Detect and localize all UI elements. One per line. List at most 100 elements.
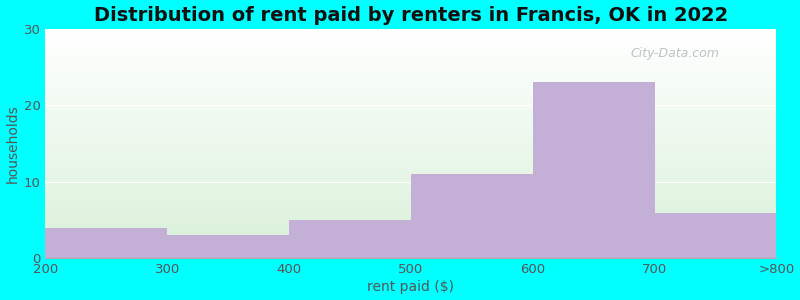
Bar [46,188,776,190]
Bar [46,225,776,226]
Bar [46,136,776,137]
Bar [46,194,776,195]
Bar [46,173,776,175]
Bar [46,51,776,52]
Bar [46,227,776,229]
Bar [46,148,776,149]
Bar [46,71,776,73]
Bar [46,56,776,58]
Bar [46,137,776,138]
Bar [46,205,776,206]
Bar [46,97,776,98]
Bar [46,29,776,30]
Bar [46,206,776,207]
Bar [46,156,776,158]
Bar [46,114,776,115]
Bar [46,198,776,199]
Bar [46,131,776,132]
Bar [46,192,776,193]
Bar [46,201,776,202]
Bar [46,167,776,168]
Bar [46,256,776,257]
Bar [46,166,776,167]
Bar [46,222,776,223]
Bar [46,121,776,122]
Bar [46,230,776,231]
Bar [46,145,776,146]
Bar [46,130,776,131]
Bar [46,161,776,162]
Bar [46,184,776,185]
Bar [46,182,776,183]
Bar [46,254,776,255]
Bar [46,212,776,214]
Bar [46,146,776,147]
Bar [46,199,776,200]
Bar [46,180,776,181]
Bar [46,116,776,117]
Bar [46,82,776,83]
Bar [46,78,776,80]
Bar [46,59,776,60]
Bar [46,88,776,90]
Bar [46,107,776,108]
Bar [46,30,776,31]
Bar [46,123,776,124]
Bar [46,233,776,234]
Bar [46,117,776,119]
Bar [46,93,776,94]
Bar [46,216,776,217]
Bar [46,41,776,43]
Bar [46,60,776,61]
Bar [46,191,776,192]
Bar [46,193,776,194]
Bar [46,183,776,184]
Bar [46,92,776,93]
Bar [46,109,776,110]
Bar [46,255,776,256]
Bar [46,45,776,46]
Bar [46,177,776,178]
Bar [46,232,776,233]
Bar [46,224,776,225]
Bar [46,246,776,247]
X-axis label: rent paid ($): rent paid ($) [367,280,454,294]
Bar [46,142,776,144]
Bar [46,238,776,239]
Bar [46,106,776,107]
Bar [46,62,776,63]
Bar [46,155,776,156]
Bar [46,207,776,208]
Bar [46,153,776,154]
Bar [46,118,776,120]
Bar [46,154,776,155]
Y-axis label: households: households [6,104,19,183]
Bar [46,223,776,224]
Bar [46,83,776,84]
Bar [46,147,776,148]
Bar [46,44,776,45]
Bar [46,124,776,125]
Bar [46,163,776,164]
Bar [46,39,776,41]
Bar [46,129,776,130]
Bar [46,172,776,173]
Bar [46,115,776,116]
Bar [46,195,776,196]
Bar [46,37,776,38]
Bar [46,34,776,36]
Bar [46,113,776,114]
Bar [46,47,776,48]
Bar [46,84,776,85]
Bar [46,162,776,163]
Bar [46,196,776,198]
Bar [46,144,776,145]
Bar [46,108,776,109]
Bar [411,174,533,258]
Bar [46,202,776,203]
Bar [46,125,776,126]
Bar [46,50,776,51]
Bar [46,99,776,100]
Bar [46,257,776,258]
Bar [46,91,776,92]
